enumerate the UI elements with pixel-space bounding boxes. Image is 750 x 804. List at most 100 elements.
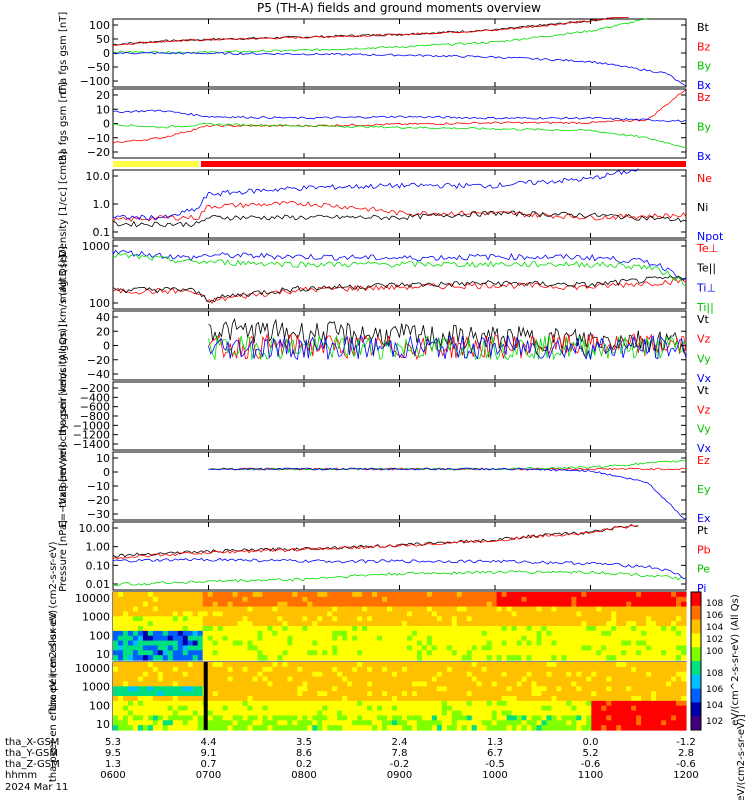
legend-bz: Bz (697, 40, 711, 53)
panel-frame (112, 381, 687, 451)
colorbar-band (691, 592, 701, 607)
y-tick-label: 1.0 (93, 198, 111, 211)
y-axis-label: tha fgs gsm [nT] (58, 82, 69, 165)
legend-bx: Bx (697, 79, 712, 92)
colorbar: 108 106 104 102 100 108 106 104 102 [eV/(cm2-s-sr… (690, 591, 747, 804)
time-axis-hhmm: 0800 (291, 770, 316, 781)
y-tick-label: 0.1 (93, 226, 111, 239)
time-axis-y: 9.5 (105, 748, 121, 759)
y-tick-label: −1000 (73, 419, 110, 432)
y-tick-label: −200 (80, 382, 110, 395)
panel-3: 10.0 1.0 0.1 Density [1/cc] [cm-3] Ne Ni Npot (58, 151, 724, 257)
y-tick-label: −800 (80, 410, 110, 423)
time-axis-y: 7.8 (392, 748, 408, 759)
series-line-tixx (112, 253, 687, 287)
y-tick-label: −20 (87, 494, 110, 507)
time-axis-row-label: 2024 Mar 11 (5, 782, 68, 793)
legend-bt: Bt (697, 21, 710, 34)
y-axis-label: Density [1/cc] [cm-3] (58, 151, 69, 257)
y-tick-label: 10 (96, 452, 110, 465)
y-tick-label: −30 (87, 508, 110, 521)
y-tick-label: −20 (87, 354, 110, 367)
series-line-pe (112, 570, 687, 587)
y-tick-label: 100 (89, 699, 110, 712)
y-tick-label: −100 (80, 75, 110, 88)
legend-bx: Bx (697, 150, 712, 163)
y-tick-label: 10 (96, 648, 110, 661)
series-line-bz (112, 17, 629, 46)
colorbar-tick-label: 106 (706, 611, 723, 621)
legend-tix: Ti⊥ (696, 281, 716, 294)
time-axis-x: 2.4 (392, 737, 408, 748)
time-axis-hhmm: 1200 (673, 770, 698, 781)
panel-8: 10.00 1.00 0.10 0.01 Pressure [nPa] Pt Pb Pe Pi (58, 520, 711, 595)
time-axis-hhmm: 1100 (578, 770, 603, 781)
series-line-by (112, 18, 648, 54)
panel-7: 100−10−20−30 E=−VxB [mV/m] Ez Ey Ex (58, 444, 711, 527)
colorbar-band (691, 661, 701, 676)
y-tick-label: 40 (96, 311, 110, 324)
y-tick-label: −600 (80, 401, 110, 414)
y-tick-label: 1000 (82, 681, 110, 694)
series-line-bx (112, 109, 687, 123)
panel-frame (112, 169, 687, 239)
colorbar-band (691, 605, 701, 621)
y-tick-label: 0.01 (86, 578, 111, 591)
series-line-vx (208, 334, 687, 361)
colorbar-frame (690, 591, 702, 731)
colorbar-band (691, 619, 701, 634)
colorbar-tick-label: 100 (706, 647, 723, 657)
y-tick-label: −1400 (73, 438, 110, 451)
time-axis-y: 8.6 (296, 748, 312, 759)
time-axis-z: 1.3 (105, 759, 121, 770)
y-axis-label: tha peir velocity gsm [km/s (All Qs)] (58, 255, 69, 436)
series-line-ex (208, 467, 687, 520)
y-tick-label: 20 (96, 325, 110, 338)
y-tick-label: 0 (103, 47, 110, 60)
colorbar-tick-label: 102 (706, 717, 723, 727)
time-axis-z: -0.6 (581, 759, 601, 770)
panel-4: 1000 100 magt3 [eV] Te⊥ Te|| Ti⊥ Ti|| (58, 239, 718, 314)
time-axis-z: -0.6 (676, 759, 696, 770)
time-axis-y: 2.8 (678, 748, 694, 759)
colorbar-band (691, 702, 701, 717)
series-line-npot (112, 168, 639, 221)
legend-vt: Vt (697, 384, 710, 397)
y-axis-label: magt3 [eV] (58, 246, 69, 303)
y-tick-label: 10 (96, 103, 110, 116)
time-axis-y: 5.2 (583, 748, 599, 759)
y-axis-label: tha fgs gsm [nT] (58, 12, 69, 95)
series-line-bz (112, 89, 687, 144)
series-line-ne (112, 200, 687, 224)
time-axis-row-label: tha_Y-GSM (5, 748, 58, 759)
y-axis-label: Pressure [nPa] (58, 520, 69, 592)
legend-pb: Pb (697, 543, 711, 556)
legend-vy: Vy (697, 423, 711, 436)
time-axis-hhmm: 1000 (482, 770, 507, 781)
colorbar-tick-label: 108 (706, 599, 723, 609)
legend-bz: Bz (697, 91, 711, 104)
y-axis-label: tha peer velocity gsm [km/s (All Qs)] (58, 324, 69, 508)
panel-frame (112, 451, 687, 521)
legend-vz: Vz (697, 333, 711, 346)
colorbar-tick-label: 102 (706, 635, 723, 645)
mode-bar-slow (113, 161, 199, 167)
y-tick-label: 10000 (75, 662, 110, 675)
legend-vz: Vz (697, 403, 711, 416)
series-line-ni (112, 210, 687, 228)
legend-tixx: Ti|| (696, 301, 714, 314)
panel-frame (112, 239, 687, 310)
legend-tex: Te⊥ (696, 242, 718, 255)
series-line-pi (112, 557, 687, 579)
y-tick-label: −10 (87, 132, 110, 145)
y-axis-label: tha peer en eflux eV (cm2-s-sr-eV) (48, 610, 59, 782)
colorbar-tick-label: 108 (706, 669, 723, 679)
y-tick-label: −40 (87, 368, 110, 381)
spectrogram-1 (113, 662, 687, 731)
y-tick-label: 100 (89, 629, 110, 642)
time-axis-z: 0.2 (296, 759, 312, 770)
y-axis-label: tha peir en eflux eV (cm2-s-sr-eV) (48, 541, 59, 710)
